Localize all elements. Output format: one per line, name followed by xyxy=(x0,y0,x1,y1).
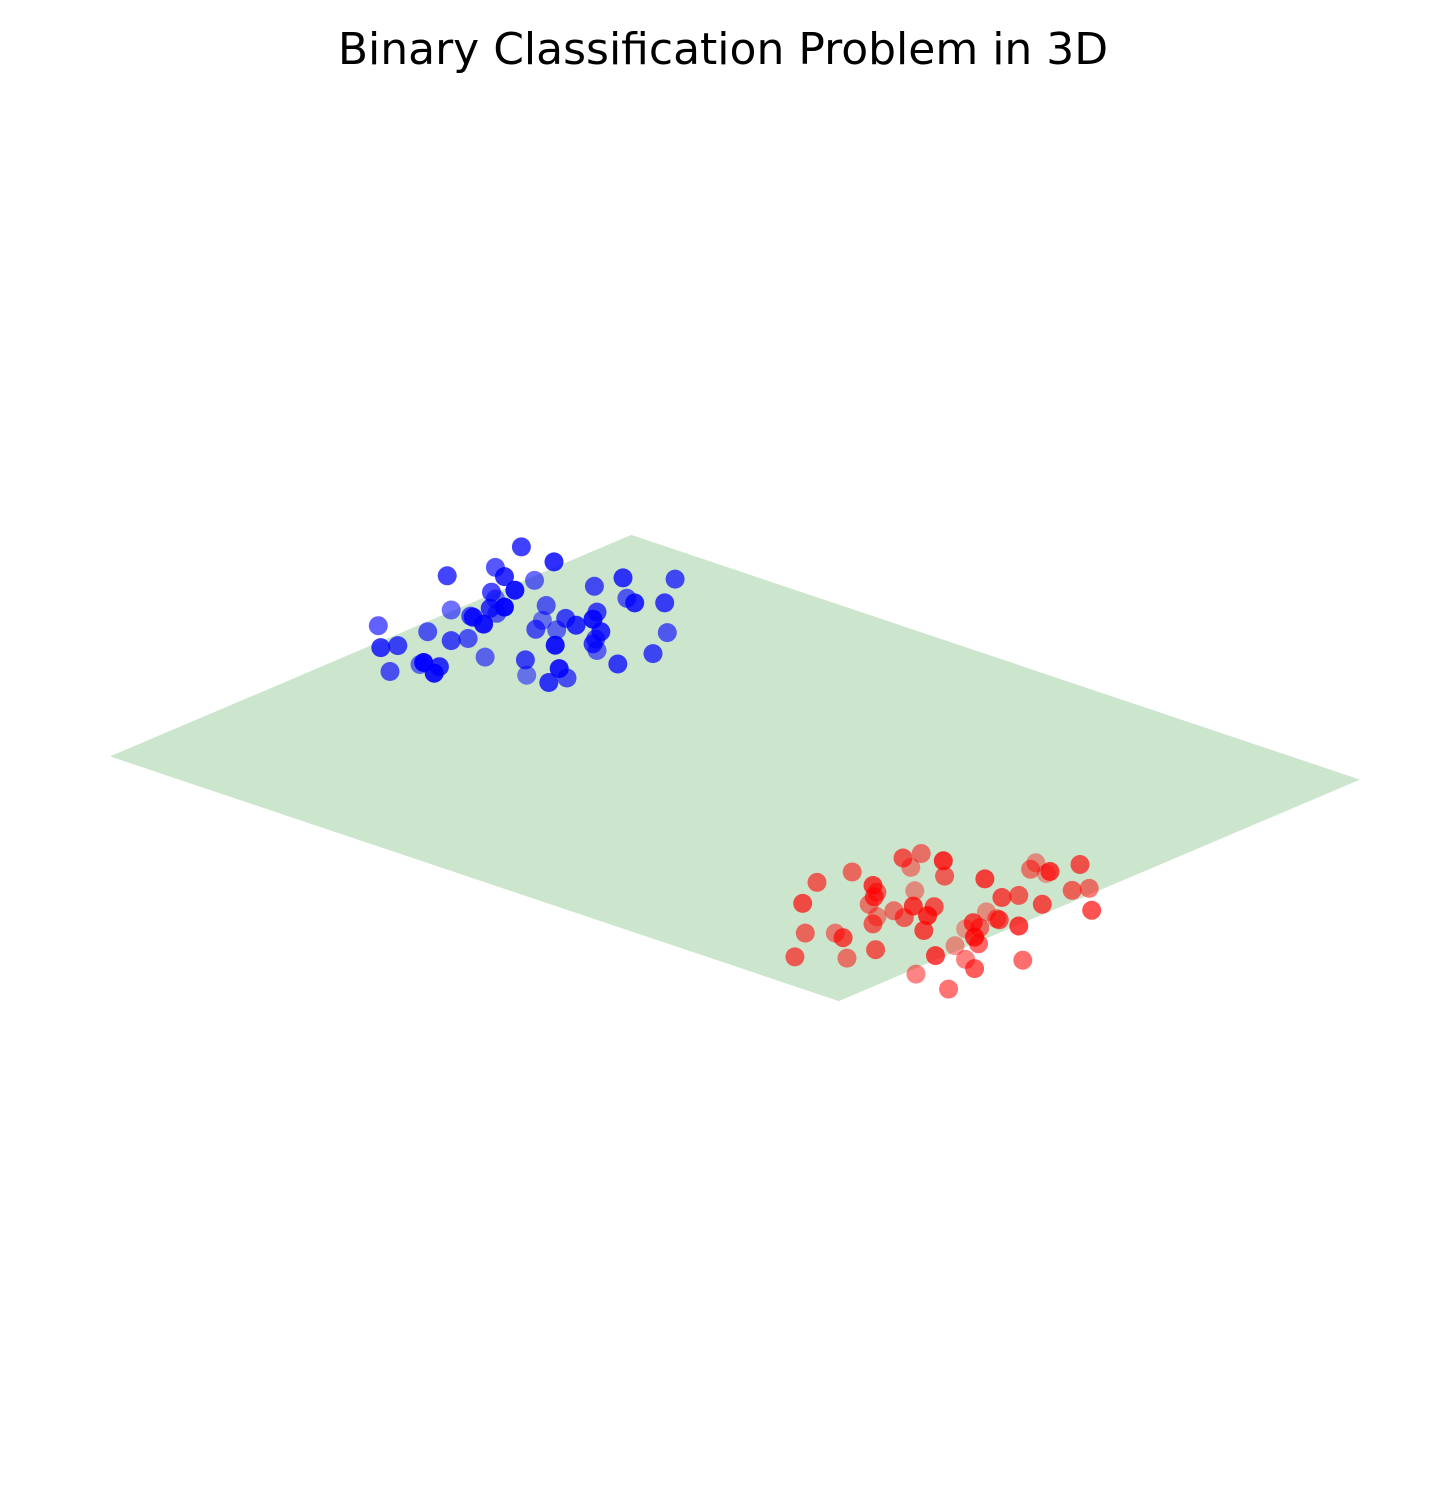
class-1-point-44 xyxy=(926,946,945,966)
class-1-point-8 xyxy=(837,948,857,968)
class-0-point-13 xyxy=(495,567,514,587)
class-0-point-8 xyxy=(613,568,633,588)
class-1-point-2 xyxy=(935,866,955,886)
class-1-point-52 xyxy=(866,940,886,960)
class-1-point-43 xyxy=(1079,878,1099,898)
class-1-point-35 xyxy=(793,893,813,913)
class-1-point-39 xyxy=(1013,950,1033,970)
class-1-point-50 xyxy=(989,910,1009,930)
class-0-point-6 xyxy=(545,635,565,655)
class-1-point-37 xyxy=(992,888,1012,907)
class-0-point-4 xyxy=(536,596,556,615)
class-1-point-15 xyxy=(833,928,853,948)
class-1-point-41 xyxy=(933,851,953,871)
class-1-point-3 xyxy=(863,914,883,934)
class-1-point-6 xyxy=(905,881,925,901)
class-1-point-31 xyxy=(945,936,965,956)
class-0-point-41 xyxy=(517,665,537,685)
class-0-point-51 xyxy=(494,597,514,617)
class-0-point-10 xyxy=(480,598,500,618)
class-1-point-23 xyxy=(1040,862,1060,881)
class-0-point-48 xyxy=(380,662,400,681)
class-1-point-28 xyxy=(906,964,926,984)
class-1-point-22 xyxy=(903,896,923,916)
class-0-point-21 xyxy=(539,673,559,692)
class-1-point-29 xyxy=(893,848,913,868)
class-1-point-26 xyxy=(863,876,883,895)
class-0-point-27 xyxy=(388,636,408,656)
class-1-point-49 xyxy=(785,947,805,967)
class-1-point-4 xyxy=(914,921,934,940)
class-0-point-43 xyxy=(371,638,391,658)
class-0-point-2 xyxy=(515,650,535,670)
class-1-point-38 xyxy=(795,923,815,943)
class-0-point-44 xyxy=(525,570,544,590)
chart-title: Binary Classification Problem in 3D xyxy=(337,24,1109,75)
class-1-point-47 xyxy=(1009,916,1029,936)
data-points xyxy=(368,537,1102,999)
class-1-point-27 xyxy=(1062,880,1082,900)
class-0-point-40 xyxy=(414,653,434,672)
class-0-point-18 xyxy=(643,644,663,664)
class-0-point-25 xyxy=(625,593,645,613)
class-1-point-21 xyxy=(911,844,931,863)
class-0-point-5 xyxy=(441,631,461,651)
class-0-point-14 xyxy=(418,622,438,642)
class-0-point-0 xyxy=(566,615,586,635)
class-1-point-18 xyxy=(807,872,827,892)
class-0-point-49 xyxy=(665,569,685,589)
class-1-point-12 xyxy=(842,862,862,882)
class-0-point-35 xyxy=(657,623,677,643)
class-1-point-54 xyxy=(918,906,938,926)
class-1-point-19 xyxy=(1021,859,1041,879)
class-0-point-34 xyxy=(368,616,388,636)
class-1-point-48 xyxy=(1070,855,1090,874)
class-0-point-33 xyxy=(526,619,546,639)
class-0-point-30 xyxy=(482,582,501,602)
decision-plane xyxy=(110,534,1360,1002)
class-1-point-11 xyxy=(975,869,995,889)
class-0-point-7 xyxy=(474,614,494,634)
class-1-point-32 xyxy=(965,927,984,947)
class-0-point-47 xyxy=(441,600,461,620)
class-0-point-28 xyxy=(544,552,564,572)
class-1-point-34 xyxy=(1082,900,1102,920)
class-1-point-5 xyxy=(1009,885,1029,905)
class-0-point-16 xyxy=(583,609,603,629)
class-1-point-17 xyxy=(965,959,985,979)
class-0-point-52 xyxy=(584,576,604,596)
class-0-point-11 xyxy=(475,647,495,667)
class-0-point-36 xyxy=(549,659,569,679)
class-0-point-37 xyxy=(458,629,478,648)
class-0-point-39 xyxy=(437,566,457,586)
class-1-point-20 xyxy=(963,913,983,933)
class-1-point-14 xyxy=(1032,894,1052,914)
class-0-point-12 xyxy=(608,654,628,674)
class-0-point-38 xyxy=(655,593,675,613)
class-0-point-31 xyxy=(505,580,525,600)
class-1-point-42 xyxy=(939,979,959,999)
class-0-point-42 xyxy=(511,537,531,557)
